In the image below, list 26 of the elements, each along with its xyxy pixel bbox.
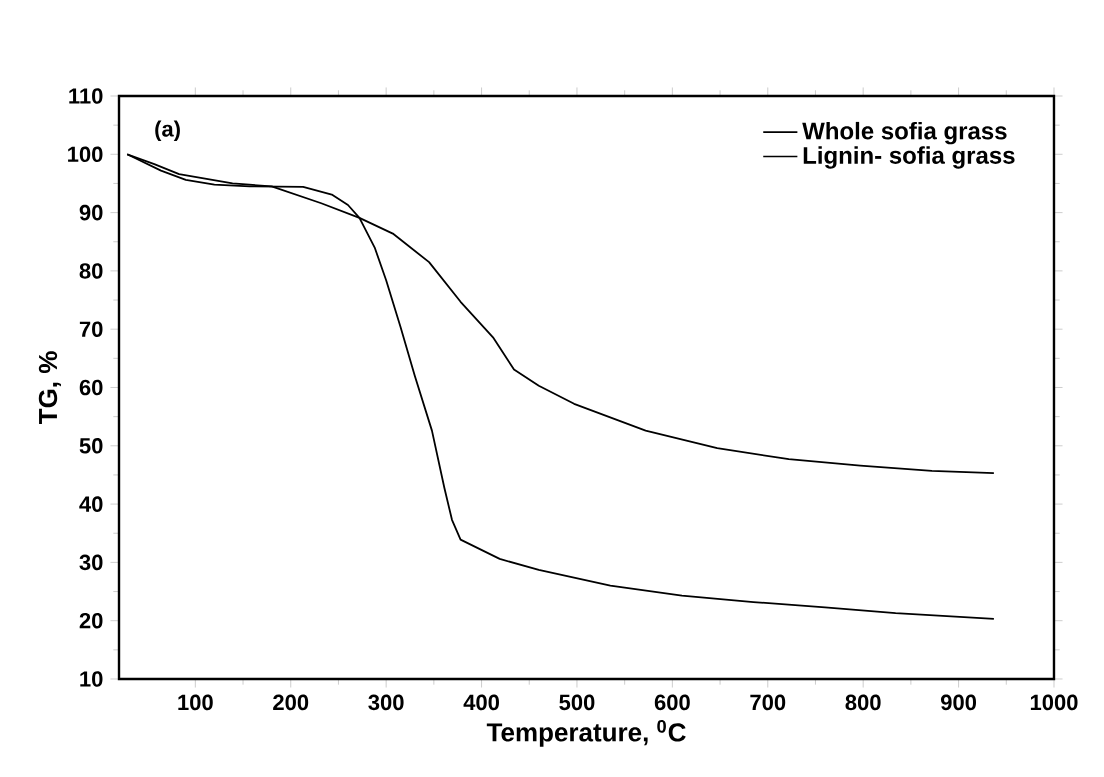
x-tick-label: 200 (273, 694, 309, 711)
x-tick-label: 1000 (1030, 694, 1078, 711)
y-tick-label: 80 (79, 263, 103, 279)
y-tick-label: 90 (79, 204, 103, 221)
x-tick-label: 600 (654, 694, 690, 711)
y-tick-label: 40 (79, 496, 103, 512)
y-tick-label: 10 (80, 671, 103, 687)
legend-label: Whole sofia grass (802, 121, 1007, 145)
annotation: (a) (155, 120, 180, 142)
x-tick-label: 100 (178, 694, 213, 711)
y-tick-label: 110 (69, 88, 103, 104)
y-tick-label: 20 (79, 612, 103, 629)
y-tick-label: 50 (79, 438, 103, 454)
x-tick-label: 400 (463, 694, 499, 711)
y-tick-label: 70 (79, 321, 103, 337)
y-tick-label: 30 (79, 554, 103, 571)
legend-label: Lignin- sofia grass (803, 146, 1015, 169)
y-axis-title: TG, % (38, 351, 61, 425)
x-tick-label: 300 (368, 694, 404, 711)
y-tick-label: 100 (68, 146, 103, 163)
y-tick-label: 60 (79, 379, 103, 396)
x-axis-title: Temperature, $^{0}$C (486, 719, 686, 747)
x-tick-label: 900 (940, 694, 977, 711)
x-tick-label: 800 (845, 694, 881, 711)
x-tick-label: 700 (750, 694, 786, 711)
x-tick-label: 500 (559, 694, 595, 711)
